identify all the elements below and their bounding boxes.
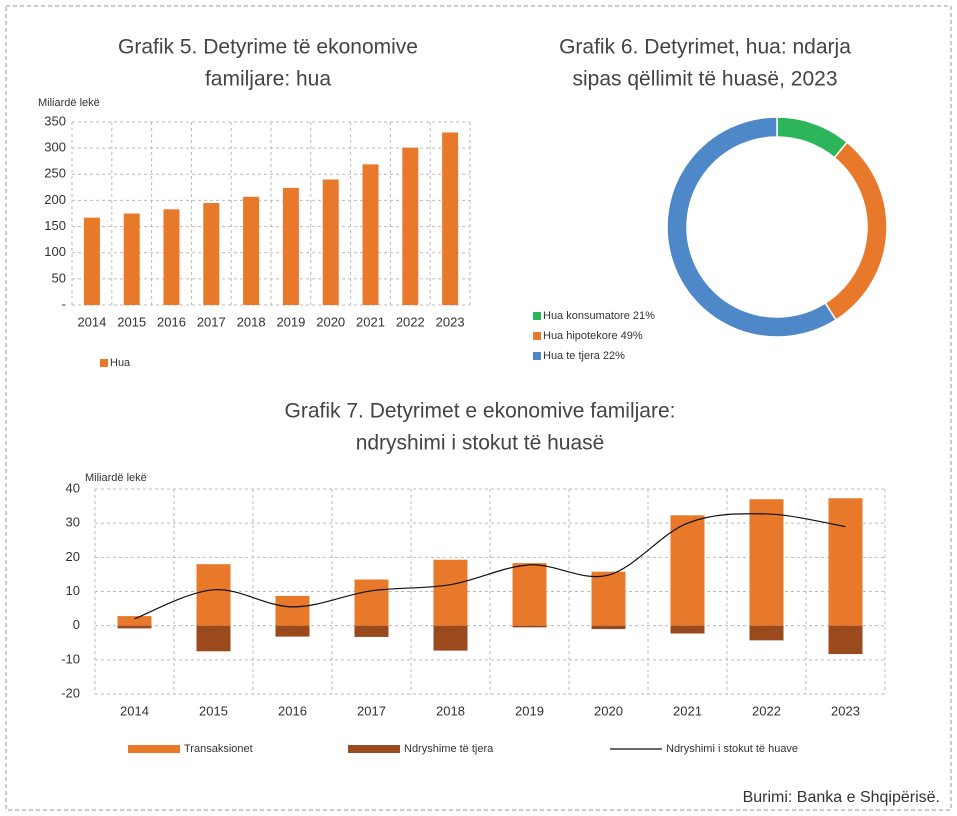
x-tick-label: 2023 [831,703,860,718]
bar [670,515,705,626]
legend-label: Ndryshimi i stokut të huave [666,743,798,755]
legend-swatch [533,332,541,340]
bar [512,563,547,626]
y-tick-label: 0 [73,617,80,632]
x-tick-label: 2021 [356,314,385,329]
bar [591,625,626,630]
legend-swatch [533,312,541,320]
bar [512,625,547,628]
y-tick-label: 350 [44,113,66,128]
x-tick-label: 2016 [278,703,307,718]
x-tick-label: 2016 [157,314,186,329]
bar [117,625,152,629]
x-tick-label: 2015 [117,314,146,329]
chart-title: Grafik 6. Detyrimet, hua: ndarja [559,36,851,59]
x-tick-label: 2014 [77,314,106,329]
bar [442,132,459,305]
legend-label: Hua konsumatore 21% [543,310,655,322]
y-tick-label: 10 [66,583,80,598]
legend-label: Hua te tjera 22% [543,350,625,362]
donut-slice [776,116,849,159]
source: Burimi: Banka e Shqipërisë. [743,789,940,806]
bar [163,209,180,305]
bar [362,164,379,305]
bar [83,217,100,305]
y-tick-label: 300 [44,140,66,155]
bar [591,571,626,626]
y-tick-label: 50 [52,270,66,285]
donut-slice [824,141,888,321]
legend-swatch [533,352,541,360]
x-tick-label: 2021 [673,703,702,718]
chart-title: Grafik 5. Detyrime të ekonomive [118,36,418,59]
y-tick-label: -20 [61,685,80,700]
y-tick-label: - [62,296,66,311]
x-tick-label: 2017 [357,703,386,718]
bar [354,579,389,626]
legend-label: Hua hipotekore 49% [543,330,643,342]
bar [433,559,468,626]
x-tick-label: 2019 [276,314,305,329]
bar [322,179,339,305]
y-axis-label: Miliardë lekë [85,472,147,484]
x-tick-label: 2018 [237,314,266,329]
x-tick-label: 2022 [752,703,781,718]
legend-label: Transaksionet [184,743,253,755]
bar [117,616,152,626]
x-tick-label: 2020 [316,314,345,329]
x-tick-label: 2022 [396,314,425,329]
y-tick-label: -10 [61,651,80,666]
x-tick-label: 2015 [199,703,228,718]
x-tick-label: 2014 [120,703,149,718]
legend-swatch [128,745,180,753]
donut-slice [666,116,837,338]
bar [354,625,389,637]
x-tick-label: 2020 [594,703,623,718]
bar [196,564,231,626]
bar [123,213,140,305]
chart-title: ndryshimi i stokut të huasë [356,432,605,455]
bar [203,203,220,305]
frame [5,5,952,811]
y-tick-label: 150 [44,218,66,233]
bar [243,196,260,305]
line [134,513,846,620]
x-tick-label: 2023 [436,314,465,329]
x-tick-label: 2019 [515,703,544,718]
bar [275,595,310,626]
bar [275,625,310,637]
x-tick-label: 2017 [197,314,226,329]
y-tick-label: 250 [44,166,66,181]
bar [196,625,231,652]
y-tick-label: 40 [66,480,80,495]
y-axis-label: Miliardë lekë [38,97,100,109]
bar [402,147,419,305]
chart-title: familjare: hua [205,68,331,91]
legend-label: Ndryshime të tjera [404,743,494,755]
bar [670,625,705,634]
y-tick-label: 30 [66,515,80,530]
y-tick-label: 20 [66,549,80,564]
bar [828,498,863,626]
bar [282,187,299,305]
chart-title: sipas qëllimit të huasë, 2023 [573,68,838,91]
bar [749,499,784,626]
chart-title: Grafik 7. Detyrimet e ekonomive familjar… [285,400,676,423]
x-tick-label: 2018 [436,703,465,718]
legend-label: Hua [110,357,131,369]
bar [828,625,863,655]
legend-swatch [348,745,400,753]
bar [433,625,468,651]
y-tick-label: 200 [44,192,66,207]
legend-swatch [100,359,108,367]
y-tick-label: 100 [44,244,66,259]
bar [749,625,784,641]
